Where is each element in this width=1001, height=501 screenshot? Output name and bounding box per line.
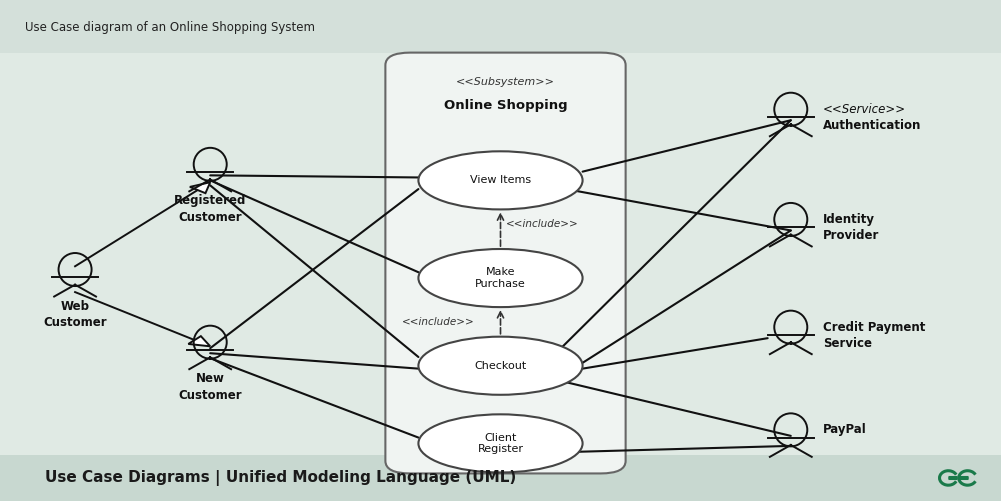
Text: Use Case Diagrams | Unified Modeling Language (UML): Use Case Diagrams | Unified Modeling Lan… xyxy=(45,470,517,486)
Text: Checkout: Checkout xyxy=(474,361,527,371)
Text: Authentication: Authentication xyxy=(823,119,921,132)
Text: Customer: Customer xyxy=(178,211,242,224)
Ellipse shape xyxy=(418,414,583,472)
Text: Provider: Provider xyxy=(823,229,879,242)
Text: PayPal: PayPal xyxy=(823,423,867,436)
Text: <<Service>>: <<Service>> xyxy=(823,103,906,116)
Text: Web: Web xyxy=(61,300,89,313)
Text: Service: Service xyxy=(823,337,872,350)
Text: Customer: Customer xyxy=(178,389,242,402)
Ellipse shape xyxy=(418,337,583,395)
Text: <<include>>: <<include>> xyxy=(402,317,475,327)
Ellipse shape xyxy=(418,249,583,307)
Text: View Items: View Items xyxy=(469,175,532,185)
Polygon shape xyxy=(190,182,210,193)
Text: <<Subsystem>>: <<Subsystem>> xyxy=(456,77,555,87)
FancyBboxPatch shape xyxy=(0,455,1001,501)
Polygon shape xyxy=(188,336,210,346)
Text: Online Shopping: Online Shopping xyxy=(443,99,568,112)
Text: New: New xyxy=(196,372,224,385)
Text: Registered: Registered xyxy=(174,194,246,207)
Text: Make
Purchase: Make Purchase xyxy=(475,267,526,289)
Ellipse shape xyxy=(418,151,583,209)
FancyBboxPatch shape xyxy=(385,53,626,473)
Text: Identity: Identity xyxy=(823,213,875,226)
Text: Credit Payment: Credit Payment xyxy=(823,321,925,334)
Text: <<include>>: <<include>> xyxy=(506,219,579,229)
Text: Customer: Customer xyxy=(43,316,107,329)
Text: Client
Register: Client Register xyxy=(477,432,524,454)
FancyBboxPatch shape xyxy=(0,0,1001,53)
Text: Use Case diagram of an Online Shopping System: Use Case diagram of an Online Shopping S… xyxy=(25,21,315,34)
